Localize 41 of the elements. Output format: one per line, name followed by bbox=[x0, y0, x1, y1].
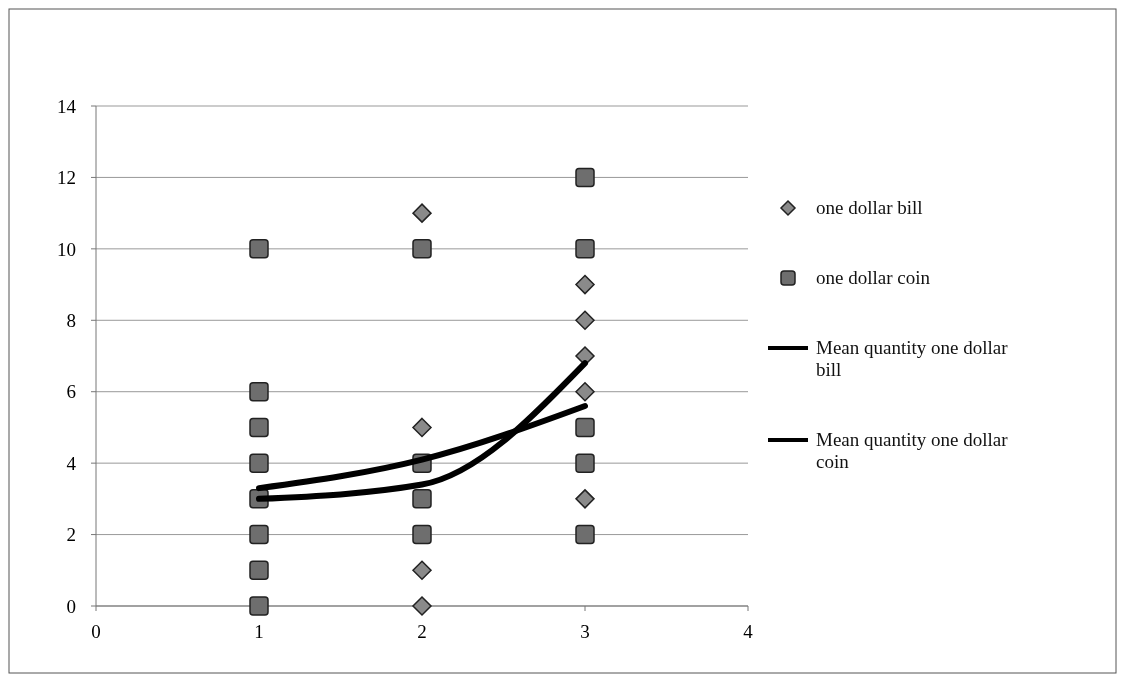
y-tick-label: 12 bbox=[57, 167, 76, 189]
point bbox=[575, 274, 595, 295]
point bbox=[249, 596, 269, 616]
point bbox=[575, 417, 595, 438]
point bbox=[249, 524, 269, 545]
y-tick-label: 8 bbox=[66, 309, 76, 331]
y-tick-label: 4 bbox=[66, 452, 77, 474]
point bbox=[249, 417, 269, 438]
point bbox=[412, 560, 432, 581]
y-tick-label: 0 bbox=[66, 595, 76, 617]
y-tick-label: 14 bbox=[57, 95, 77, 117]
point bbox=[412, 203, 432, 223]
point bbox=[575, 489, 595, 509]
point bbox=[412, 239, 432, 259]
point bbox=[575, 167, 595, 188]
point bbox=[412, 524, 432, 545]
legend-label: one dollar bill bbox=[816, 197, 923, 218]
point bbox=[249, 453, 269, 473]
x-tick-label: 1 bbox=[254, 621, 264, 642]
point bbox=[249, 560, 269, 581]
point bbox=[412, 417, 432, 438]
x-tick-label: 3 bbox=[580, 621, 590, 642]
point bbox=[575, 524, 595, 545]
point bbox=[249, 381, 269, 402]
point bbox=[412, 596, 432, 616]
point bbox=[575, 239, 595, 259]
x-tick-label: 0 bbox=[91, 621, 101, 642]
legend-label: Mean quantity one dollar bill bbox=[816, 337, 1009, 380]
point bbox=[249, 239, 269, 259]
legend-label: Mean quantity one dollar coin bbox=[816, 429, 1009, 472]
legend-label: one dollar coin bbox=[816, 267, 931, 288]
point bbox=[575, 310, 595, 331]
x-tick-label: 4 bbox=[743, 621, 754, 642]
point bbox=[412, 489, 432, 509]
y-tick-label: 2 bbox=[66, 524, 76, 546]
y-tick-label: 10 bbox=[57, 238, 76, 260]
point bbox=[575, 453, 595, 473]
point bbox=[575, 346, 595, 366]
point bbox=[575, 381, 595, 402]
y-tick-label: 6 bbox=[66, 381, 76, 403]
x-tick-label: 2 bbox=[417, 621, 427, 642]
